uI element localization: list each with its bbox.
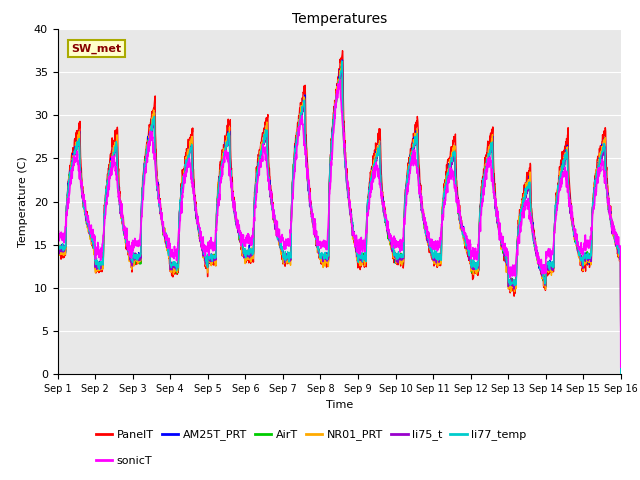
li77_temp — [368, 171, 376, 177]
AirT — [583, 256, 591, 262]
li77_temp — [568, 212, 575, 217]
NR01_PRT — [356, 254, 364, 260]
AM25T_PRT — [568, 206, 575, 212]
AM25T_PRT — [339, 57, 346, 63]
li75_t — [211, 255, 218, 261]
li75_t — [617, 369, 625, 374]
li77_temp — [617, 374, 625, 380]
li75_t — [503, 263, 511, 268]
AM25T_PRT — [356, 252, 364, 258]
NR01_PRT — [211, 260, 218, 265]
Line: NR01_PRT: NR01_PRT — [58, 61, 621, 376]
PanelT — [356, 256, 364, 262]
PanelT — [54, 249, 61, 255]
AirT — [617, 371, 625, 377]
PanelT — [211, 257, 218, 263]
li77_temp — [503, 260, 511, 265]
Text: SW_met: SW_met — [72, 43, 122, 54]
sonicT — [568, 209, 575, 215]
NR01_PRT — [568, 211, 575, 216]
li75_t — [568, 216, 575, 222]
sonicT — [356, 245, 364, 251]
AirT — [54, 246, 61, 252]
AM25T_PRT — [54, 249, 61, 254]
Title: Temperatures: Temperatures — [292, 12, 387, 26]
Legend: sonicT: sonicT — [92, 452, 157, 471]
sonicT — [617, 364, 625, 370]
AM25T_PRT — [583, 255, 591, 261]
X-axis label: Time: Time — [326, 400, 353, 409]
AM25T_PRT — [368, 165, 376, 171]
li77_temp — [356, 255, 364, 261]
li75_t — [339, 62, 346, 68]
li75_t — [583, 256, 591, 262]
AirT — [503, 261, 511, 266]
Y-axis label: Temperature (C): Temperature (C) — [18, 156, 28, 247]
PanelT — [617, 370, 625, 375]
NR01_PRT — [54, 247, 61, 253]
AirT — [211, 253, 218, 259]
PanelT — [339, 48, 346, 54]
sonicT — [583, 243, 591, 249]
sonicT — [54, 229, 61, 235]
AirT — [568, 214, 575, 220]
PanelT — [583, 261, 591, 266]
NR01_PRT — [368, 168, 376, 173]
li75_t — [356, 255, 364, 261]
PanelT — [368, 164, 376, 169]
li75_t — [54, 243, 61, 249]
NR01_PRT — [503, 264, 511, 270]
Line: li77_temp: li77_temp — [58, 61, 621, 377]
sonicT — [336, 78, 344, 84]
li77_temp — [211, 254, 218, 260]
PanelT — [503, 262, 511, 267]
Line: AirT: AirT — [58, 65, 621, 374]
AM25T_PRT — [617, 372, 625, 378]
AM25T_PRT — [503, 262, 511, 267]
li77_temp — [339, 58, 346, 64]
sonicT — [503, 246, 511, 252]
sonicT — [211, 247, 218, 253]
AirT — [356, 256, 364, 262]
NR01_PRT — [583, 256, 591, 262]
Line: AM25T_PRT: AM25T_PRT — [58, 60, 621, 375]
NR01_PRT — [339, 59, 346, 64]
PanelT — [568, 201, 575, 206]
NR01_PRT — [617, 373, 625, 379]
sonicT — [368, 181, 376, 187]
li75_t — [368, 174, 376, 180]
Line: li75_t: li75_t — [58, 65, 621, 372]
Line: PanelT: PanelT — [58, 51, 621, 372]
Line: sonicT: sonicT — [58, 81, 621, 367]
AirT — [338, 62, 346, 68]
AirT — [368, 173, 376, 179]
li77_temp — [583, 255, 591, 261]
AM25T_PRT — [211, 253, 218, 259]
li77_temp — [54, 246, 61, 252]
